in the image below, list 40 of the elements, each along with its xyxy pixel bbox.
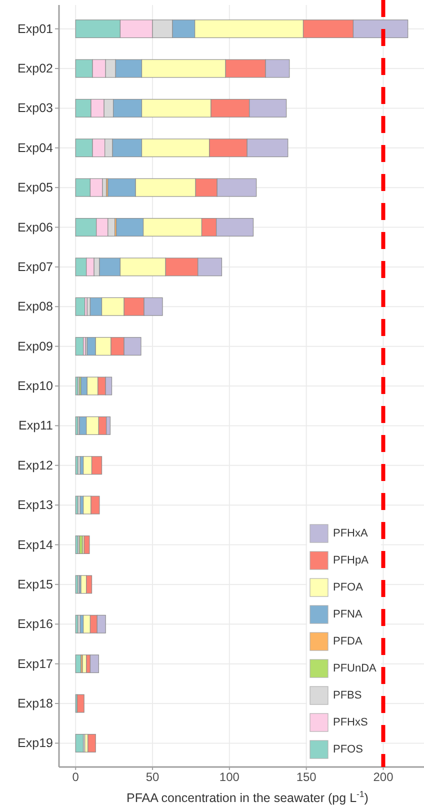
y-tick-label: Exp16 [18, 617, 54, 632]
y-tick-label: Exp14 [18, 538, 54, 552]
x-tick-label: 200 [373, 770, 394, 784]
y-tick-label: Exp12 [18, 458, 54, 472]
x-tick-label: 150 [296, 770, 317, 784]
legend-label: PFHpA [333, 554, 370, 566]
bar [75, 337, 84, 356]
bar [88, 734, 96, 752]
bar [90, 654, 99, 674]
y-tick-label: Exp10 [18, 379, 54, 393]
y-tick-label: Exp18 [18, 696, 54, 710]
bar [76, 694, 84, 713]
x-tick-label: 50 [146, 770, 160, 784]
y-tick-label: Exp07 [18, 260, 54, 274]
y-tick-label: Exp03 [18, 101, 54, 116]
x-tick-label: 100 [219, 770, 240, 784]
y-tick-label: Exp01 [18, 22, 54, 36]
y-tick-label: Exp02 [18, 62, 54, 76]
legend-label: PFHxS [333, 716, 368, 728]
y-tick-label: Exp04 [18, 140, 54, 155]
x-tick-label: 0 [72, 770, 80, 784]
y-tick-label: Exp09 [18, 339, 54, 354]
bar [75, 297, 86, 316]
legend-label: PFBS [333, 690, 362, 702]
y-tick-label: Exp13 [18, 498, 54, 512]
legend-label: PFOA [333, 582, 364, 594]
legend-label: PFDA [333, 636, 363, 648]
y-tick-label: Exp08 [18, 300, 54, 314]
legend-label: PFHxA [333, 528, 368, 540]
y-tick-label: Exp17 [18, 656, 54, 671]
y-tick-label: Exp05 [18, 180, 54, 195]
legend-label: PFNA [333, 608, 363, 620]
y-tick-label: Exp19 [18, 736, 54, 750]
x-axis-title: PFAA concentration in the seawater (pg L$^{-1}$) [126, 789, 368, 805]
legend-label: PFUnDA [333, 662, 378, 674]
bar [75, 734, 84, 752]
y-tick-label: Exp06 [18, 220, 54, 234]
y-tick-label: Exp11 [18, 418, 54, 433]
y-tick-label: Exp15 [18, 577, 54, 592]
legend-label: PFOS [333, 744, 363, 756]
